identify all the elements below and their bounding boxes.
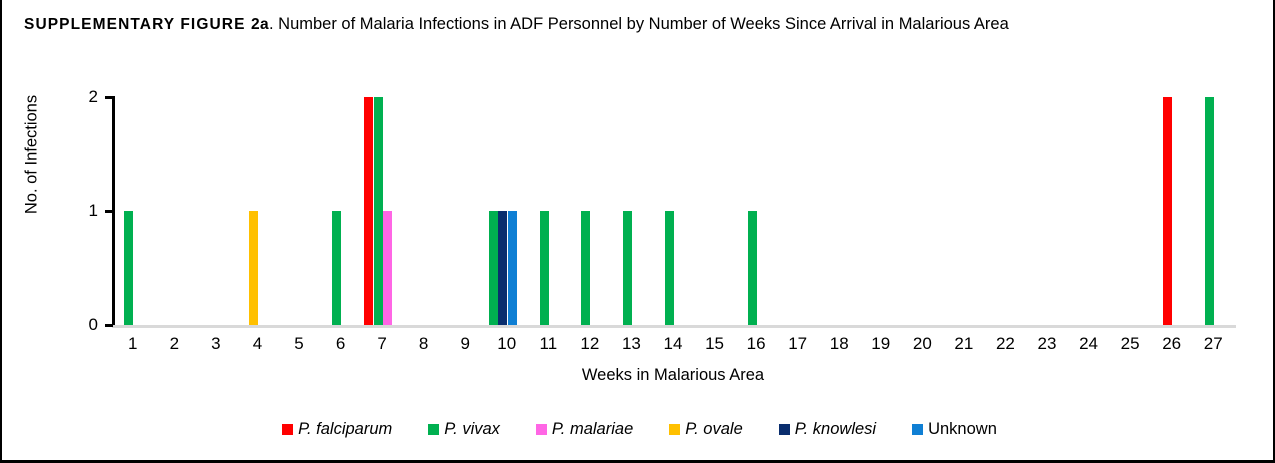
y-axis-tick-label: 1 xyxy=(88,201,98,220)
figure-title-tag-text: SUPPLEMENTARY FIGURE xyxy=(24,16,246,33)
x-axis-tick-label: 17 xyxy=(788,334,808,353)
x-axis-tick-label: 27 xyxy=(1203,334,1223,353)
figure-title-description: . Number of Malaria Infections in ADF Pe… xyxy=(268,15,1009,33)
x-axis-tick-label: 7 xyxy=(377,334,387,353)
legend-label-ovale: P. ovale xyxy=(685,420,743,438)
x-axis-tick-label: 26 xyxy=(1162,334,1182,353)
x-axis-tick-label: 2 xyxy=(169,334,180,353)
bar-vivax-week-27 xyxy=(1204,97,1214,325)
bar-vivax-week-11 xyxy=(539,211,549,325)
plot-area xyxy=(112,97,1234,325)
legend-swatch-icon-knowlesi xyxy=(778,424,790,435)
x-axis-tick-label: 16 xyxy=(746,334,766,353)
x-axis-tick-label: 11 xyxy=(539,334,558,353)
legend-label-vivax: P. vivax xyxy=(444,420,500,438)
x-axis-tick-label: 18 xyxy=(829,334,849,353)
bar-vivax-week-16 xyxy=(747,211,757,325)
bar-knowlesi-week-10 xyxy=(498,211,508,325)
bar-ovale-week-4 xyxy=(248,211,258,325)
x-axis-tick-label: 19 xyxy=(871,334,891,353)
legend-item-vivax[interactable]: P. vivax xyxy=(428,420,500,439)
legend-item-malariae[interactable]: P. malariae xyxy=(535,420,634,439)
bar-vivax-week-14 xyxy=(664,211,674,325)
y-axis-tick-mark xyxy=(105,210,113,213)
figure-title-number: 2a xyxy=(250,16,269,33)
y-axis-tick-labels: 0 1 2 xyxy=(52,0,98,460)
x-axis-tick-label: 13 xyxy=(621,334,641,353)
bar-vivax-week-1 xyxy=(124,211,134,325)
legend-label-malariae: P. malariae xyxy=(551,420,634,438)
bar-vivax-week-7 xyxy=(373,97,383,325)
bar-malariae-week-7 xyxy=(383,211,393,325)
x-axis-tick-label: 25 xyxy=(1120,334,1140,353)
figure-title-tag: SUPPLEMENTARY FIGURE 2a xyxy=(24,16,269,33)
bar-vivax-week-13 xyxy=(622,211,632,325)
x-axis-tick-label: 1 xyxy=(128,334,138,353)
bar-vivax-week-10 xyxy=(488,211,498,325)
x-axis-tick-labels: 1 2 3 4 5 6 7 8 9 10 11 12 13 14 15 16 17 18 19 20 21 22 23 24 2… xyxy=(112,334,1234,358)
bar-vivax-week-6 xyxy=(332,211,342,325)
legend-swatch-icon-falciparum xyxy=(282,424,294,435)
figure-title: SUPPLEMENTARY FIGURE 2a. Number of Malar… xyxy=(24,14,1263,35)
x-axis-tick-label: 5 xyxy=(294,334,304,353)
legend-label-falciparum: P. falciparum xyxy=(298,420,393,438)
x-axis-tick-label: 14 xyxy=(663,334,683,353)
bar-vivax-week-12 xyxy=(581,211,591,325)
legend-swatch-icon-malariae xyxy=(535,424,547,435)
legend-swatch-icon-vivax xyxy=(428,424,440,435)
y-axis-title: No. of Infections xyxy=(22,94,41,215)
bar-unknown-week-10 xyxy=(507,211,517,325)
y-axis-tick-label: 0 xyxy=(88,315,98,334)
y-axis-tick-mark xyxy=(105,96,113,99)
bar-falciparum-week-7 xyxy=(364,97,374,325)
x-axis-tick-label: 21 xyxy=(954,334,974,353)
legend-swatch-icon-unknown xyxy=(912,424,924,435)
x-axis-title: Weeks in Malarious Area xyxy=(581,366,765,384)
y-axis-tick-mark xyxy=(105,324,113,327)
x-axis-tick-label: 4 xyxy=(252,334,263,353)
x-axis-tick-label: 8 xyxy=(418,334,429,353)
legend-item-unknown[interactable]: Unknown xyxy=(912,420,997,439)
x-axis-tick-label: 24 xyxy=(1079,334,1098,353)
bar-falciparum-week-26 xyxy=(1163,97,1173,325)
x-axis-tick-label: 6 xyxy=(335,334,346,353)
x-axis-tick-label: 15 xyxy=(705,334,724,353)
legend-item-knowlesi[interactable]: P. knowlesi xyxy=(778,420,877,439)
legend-item-falciparum[interactable]: P. falciparum xyxy=(282,420,392,439)
legend-swatch-icon-ovale xyxy=(669,424,681,435)
chart-legend: P. falciparum P. vivax P. malariae P. ovale… xyxy=(2,420,1273,439)
y-axis-tick-label: 2 xyxy=(88,87,98,106)
legend-item-ovale[interactable]: P. ovale xyxy=(669,420,743,439)
y-axis-line xyxy=(112,96,115,326)
legend-label-knowlesi: P. knowlesi xyxy=(794,420,877,438)
x-axis-tick-label: 22 xyxy=(995,334,1015,353)
x-axis-tick-label: 23 xyxy=(1037,334,1057,353)
x-axis-baseline xyxy=(112,325,1236,328)
legend-label-unknown: Unknown xyxy=(928,420,997,438)
x-axis-tick-label: 3 xyxy=(211,334,221,353)
x-axis-tick-label: 20 xyxy=(912,334,932,353)
x-axis-tick-label: 12 xyxy=(580,334,600,353)
x-axis-tick-label: 10 xyxy=(497,334,517,353)
x-axis-tick-label: 9 xyxy=(460,334,470,353)
